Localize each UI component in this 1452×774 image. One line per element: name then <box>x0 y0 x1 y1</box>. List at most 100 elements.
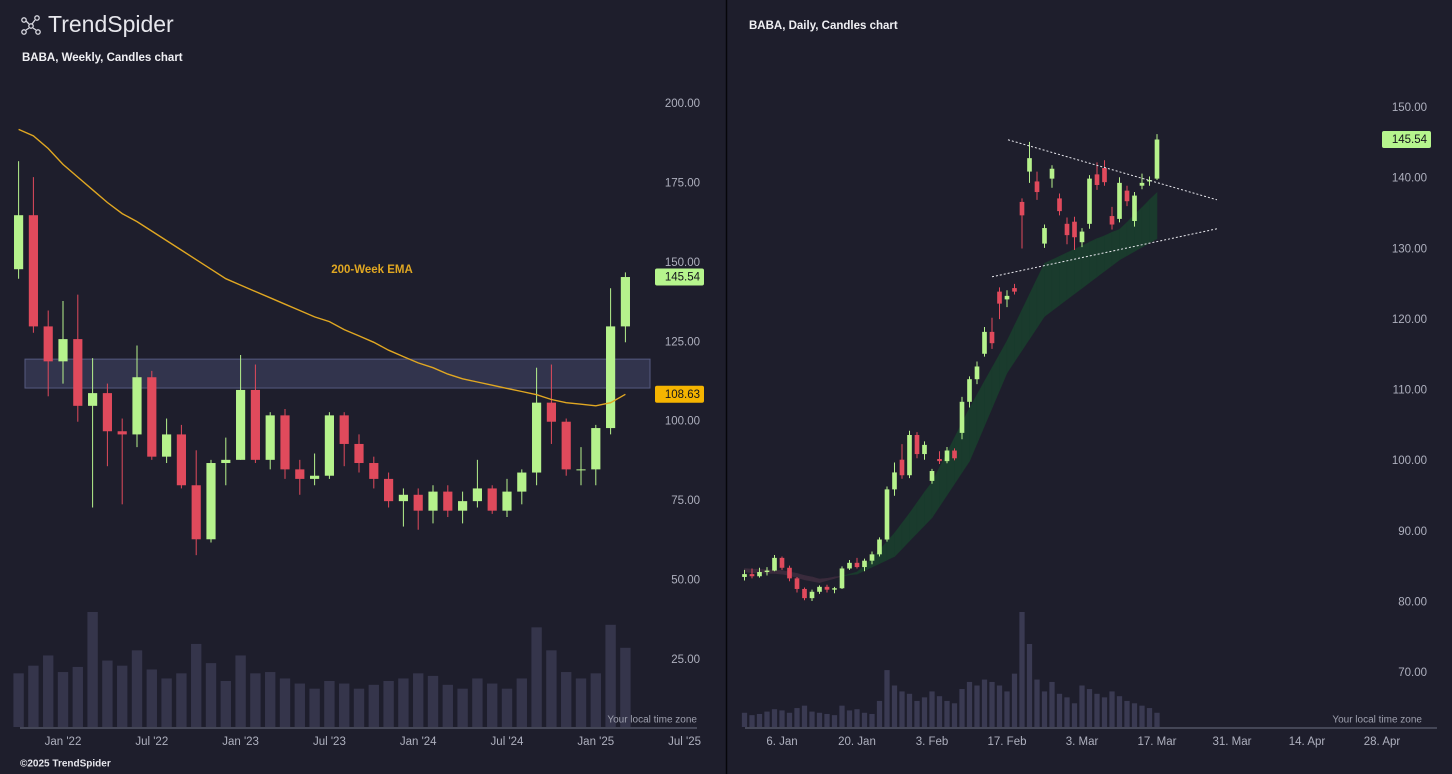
ema-line <box>18 128 626 407</box>
candle-body <box>959 401 965 433</box>
volume-bar <box>824 713 830 727</box>
logo-icon <box>21 15 41 35</box>
volume-bar <box>899 691 905 727</box>
volume-bar <box>921 697 928 727</box>
volume-bar <box>561 672 572 727</box>
chart-title: BABA, Daily, Candles chart <box>749 20 898 32</box>
volume-bar <box>605 624 616 727</box>
candle-body <box>147 377 157 457</box>
volume-bar <box>951 703 958 727</box>
candle-body <box>443 491 453 511</box>
candle-body <box>413 494 423 511</box>
candle-body <box>1012 288 1017 292</box>
candle-body <box>937 459 942 462</box>
volume-bar <box>309 688 320 727</box>
timezone-note: Your local time zone <box>607 715 697 726</box>
volume-bar <box>72 666 83 727</box>
x-tick-label: 20. Jan <box>838 736 876 748</box>
volume-bar <box>13 673 24 727</box>
x-tick-label: Jan '23 <box>222 736 259 748</box>
y-tick-label: 130.00 <box>1392 243 1427 255</box>
volume-bar <box>929 691 935 727</box>
candle-body <box>428 491 438 511</box>
candle-body <box>1154 139 1160 179</box>
last-price-tag-bg <box>655 268 704 286</box>
ema-cloud <box>1074 245 1083 295</box>
ema-cloud <box>1066 248 1075 300</box>
candle-body <box>802 588 807 599</box>
x-tick-label: Jul '22 <box>135 736 168 748</box>
volume-bar <box>546 650 557 727</box>
ema-cloud <box>1119 221 1128 261</box>
ema-annotation: 200-Week EMA <box>331 264 413 276</box>
volume-bar <box>816 712 823 727</box>
volume-bar <box>531 627 542 727</box>
candle-body <box>997 291 1002 304</box>
volume-bar <box>831 715 838 727</box>
candle-body <box>749 574 755 577</box>
volume-bar <box>786 712 793 727</box>
volume-bar <box>794 708 800 727</box>
candle-body <box>1057 198 1062 212</box>
candle-body <box>398 494 408 502</box>
volume-bar <box>846 710 853 727</box>
volume-bar <box>43 655 54 727</box>
candle-body <box>1034 181 1040 193</box>
candle-body <box>1147 180 1152 182</box>
ema-cloud <box>1089 238 1098 284</box>
candle-body <box>952 450 957 459</box>
candle-body <box>742 574 747 577</box>
candle-body <box>892 472 897 490</box>
candle-body <box>914 434 920 455</box>
volume-bar <box>1011 673 1018 727</box>
y-tick-label: 75.00 <box>671 495 700 507</box>
volume-bar <box>620 647 631 727</box>
volume-bar <box>779 710 785 727</box>
volume-bar <box>398 678 409 727</box>
volume-bar <box>1049 681 1055 727</box>
last-price-tag-bg <box>1382 130 1431 148</box>
x-tick-label: Jul '23 <box>313 736 346 748</box>
volume-bar <box>368 684 379 727</box>
volume-bar <box>1041 691 1048 727</box>
volume-bar <box>944 700 950 727</box>
volume-bar <box>974 685 980 727</box>
x-tick-label: Jan '24 <box>400 736 437 748</box>
x-tick-label: 14. Apr <box>1289 736 1326 748</box>
volume-bar <box>205 663 217 727</box>
x-tick-label: 3. Mar <box>1066 736 1099 748</box>
volume-bar <box>131 650 143 727</box>
candle-body <box>280 415 290 470</box>
candle-body <box>869 554 875 561</box>
candle-body <box>310 475 320 479</box>
candle-body <box>117 431 127 435</box>
candle-body <box>88 393 98 406</box>
x-tick-label: Jul '25 <box>668 736 701 748</box>
volume-bar <box>854 709 860 727</box>
candle-body <box>14 215 24 270</box>
volume-bar <box>413 673 424 727</box>
volume-bar <box>891 685 898 727</box>
volume-bar <box>1071 703 1078 727</box>
y-tick-label: 110.00 <box>1393 385 1427 397</box>
ema-cloud <box>1081 241 1090 289</box>
candle-body <box>517 472 527 492</box>
y-tick-label: 100.00 <box>665 416 700 428</box>
last-price-tag: 145.54 <box>665 272 701 284</box>
y-tick-label: 70.00 <box>1398 667 1427 679</box>
volume-bar <box>1109 691 1115 727</box>
candle-body <box>1139 182 1145 186</box>
candle-body <box>847 562 852 569</box>
volume-bar <box>1004 691 1010 727</box>
ema-cloud <box>744 568 753 574</box>
candle-body <box>1072 221 1077 238</box>
candle-body <box>832 588 837 590</box>
volume-bar <box>996 685 1003 727</box>
ema-cloud <box>1141 199 1150 248</box>
candle-body <box>58 339 68 362</box>
volume-bar <box>1056 693 1063 727</box>
candle-body <box>922 444 927 455</box>
volume-bar <box>749 715 755 727</box>
candle-body <box>384 478 394 502</box>
volume-bar <box>57 672 69 727</box>
